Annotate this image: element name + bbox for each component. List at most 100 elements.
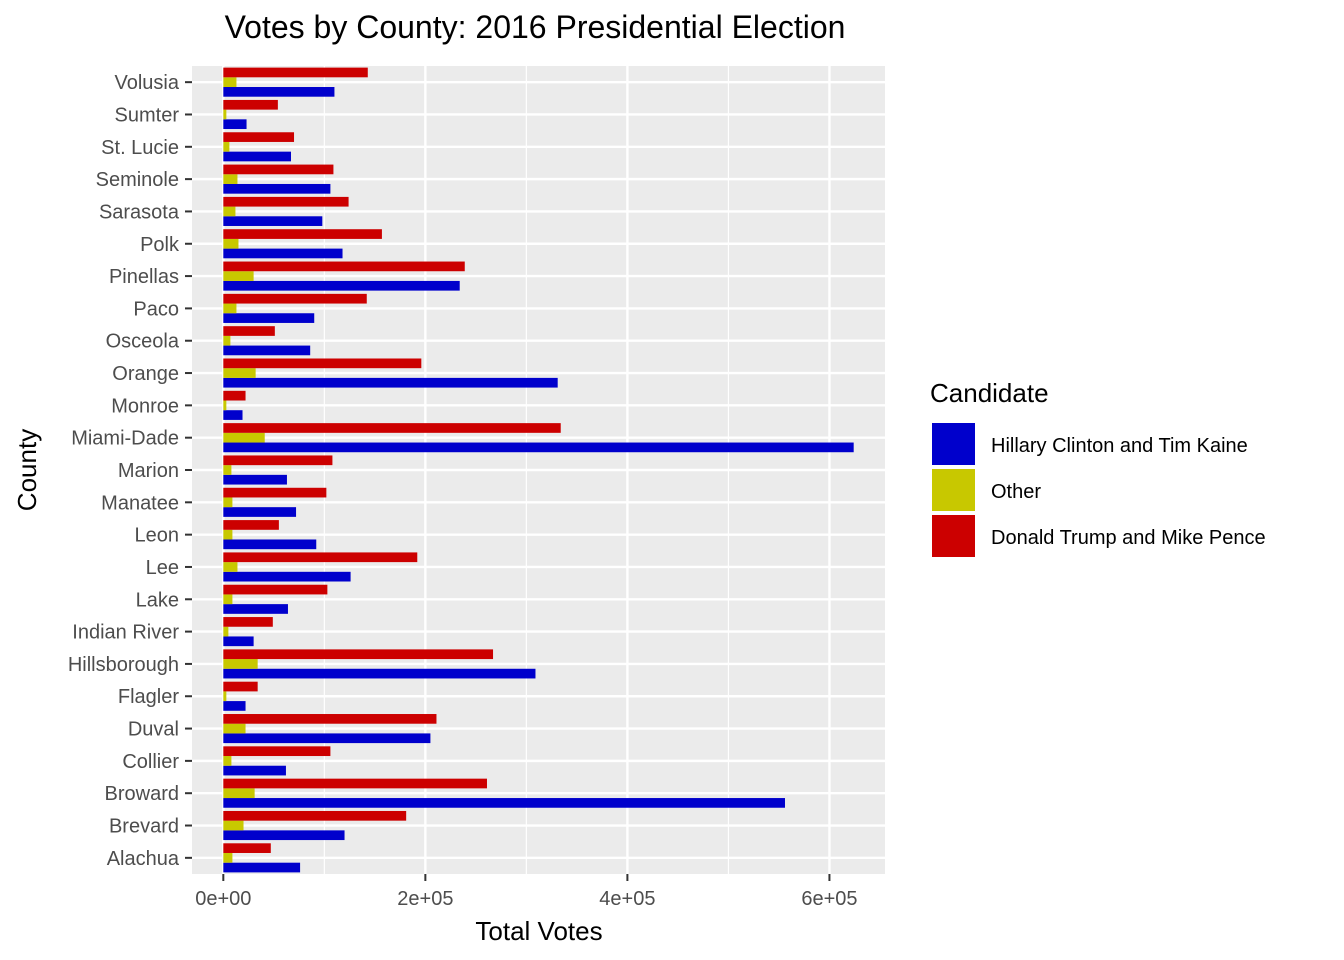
y-tick-label: Broward [105, 783, 179, 805]
bar-alachua-2 [223, 843, 271, 853]
bar-duval-1 [223, 723, 246, 734]
y-tick-label: Brevard [109, 816, 179, 838]
bar-marion-0 [223, 474, 287, 485]
y-tick-label: Pinellas [109, 266, 179, 288]
bar-hillsborough-2 [223, 649, 494, 660]
bar-brevard-1 [223, 820, 244, 831]
y-tick-label: Sumter [115, 104, 180, 126]
bar-polk-0 [223, 248, 343, 259]
legend: Candidate Hillary Clinton and Tim Kaine O… [930, 378, 1266, 557]
bar-duval-0 [223, 733, 431, 744]
y-tick-label: Lake [136, 589, 179, 611]
bar-broward-0 [223, 798, 785, 808]
bar-leon-0 [223, 539, 317, 550]
bar-polk-2 [223, 229, 382, 239]
y-tick-label: St. Lucie [101, 137, 179, 159]
y-tick-label: Seminole [96, 169, 179, 191]
legend-label: Donald Trump and Mike Pence [991, 527, 1266, 549]
bar-sumter-2 [223, 99, 278, 110]
bar-seminole-2 [223, 164, 334, 175]
y-tick-label: Duval [128, 719, 179, 741]
bar-collier-2 [223, 746, 331, 757]
bar-seminole-1 [223, 174, 238, 184]
bar-collier-0 [223, 765, 286, 776]
bar-miami-dade-1 [223, 432, 265, 443]
bar-monroe-0 [223, 410, 243, 420]
y-axis-title: County [12, 429, 42, 511]
y-tick-label: Miami-Dade [71, 428, 179, 450]
bar-lee-2 [223, 552, 418, 563]
bar-miami-dade-0 [223, 442, 854, 453]
bar-sumter-0 [223, 119, 247, 130]
x-tick-label: 6e+05 [801, 888, 857, 910]
bar-osceola-1 [223, 335, 231, 346]
bar-flagler-2 [223, 681, 258, 692]
bar-marion-1 [223, 465, 232, 475]
y-tick-label: Monroe [111, 395, 179, 417]
bar-st-lucie-2 [223, 132, 295, 142]
bar-duval-2 [223, 714, 437, 724]
bar-brevard-0 [223, 830, 345, 841]
bar-hillsborough-0 [223, 668, 536, 679]
y-tick-label: Marion [118, 460, 179, 482]
bar-polk-1 [223, 238, 239, 249]
bar-lee-1 [223, 562, 238, 572]
bar-lake-0 [223, 604, 288, 614]
legend-label: Hillary Clinton and Tim Kaine [991, 435, 1248, 457]
bar-pinellas-2 [223, 261, 465, 272]
bar-osceola-2 [223, 326, 275, 336]
bar-manatee-1 [223, 497, 233, 508]
bar-seminole-0 [223, 183, 331, 194]
y-tick-label: Indian River [72, 622, 179, 644]
legend-key [932, 469, 975, 511]
bar-volusia-0 [223, 87, 335, 97]
legend-label: Other [991, 481, 1041, 503]
bar-flagler-1 [223, 691, 227, 702]
bar-brevard-2 [223, 810, 407, 821]
bar-miami-dade-2 [223, 423, 561, 433]
bar-sarasota-1 [223, 206, 236, 217]
bar-monroe-1 [223, 400, 227, 411]
bar-hillsborough-1 [223, 659, 258, 669]
bar-pinellas-1 [223, 271, 254, 281]
bars [223, 67, 854, 873]
bar-orange-2 [223, 358, 422, 369]
y-tick-label: Orange [112, 363, 179, 385]
bar-paco-2 [223, 293, 367, 304]
bar-broward-2 [223, 778, 487, 789]
y-tick-label: Sarasota [99, 201, 180, 223]
x-tick-label: 2e+05 [397, 888, 453, 910]
y-tick-label: Polk [140, 234, 180, 256]
bar-st-lucie-0 [223, 151, 291, 162]
y-axis: Alachua Brevard Broward Collier Duval Flagler… [68, 72, 192, 870]
x-tick-label: 0e+00 [195, 888, 251, 910]
bar-alachua-0 [223, 862, 301, 873]
y-tick-label: Manatee [101, 492, 179, 514]
bar-monroe-2 [223, 390, 246, 401]
x-axis: 0e+00 2e+05 4e+05 6e+05 [195, 874, 858, 910]
bar-manatee-2 [223, 487, 327, 498]
y-tick-label: Flagler [118, 686, 179, 708]
bar-flagler-0 [223, 701, 246, 711]
bar-collier-1 [223, 756, 232, 766]
bar-paco-1 [223, 303, 237, 314]
y-tick-label: Hillsborough [68, 654, 179, 676]
bar-sumter-1 [223, 109, 227, 120]
legend-key [932, 515, 975, 557]
bar-sarasota-2 [223, 196, 349, 207]
bar-broward-1 [223, 788, 255, 799]
legend-title: Candidate [930, 378, 1049, 408]
bar-marion-2 [223, 455, 333, 466]
bar-indian-river-1 [223, 626, 229, 637]
bar-st-lucie-1 [223, 141, 230, 152]
bar-indian-river-2 [223, 617, 273, 627]
grid-lines [192, 66, 885, 874]
bar-leon-2 [223, 520, 279, 530]
y-tick-label: Alachua [107, 848, 180, 870]
bar-alachua-1 [223, 852, 233, 863]
y-tick-label: Lee [146, 557, 179, 579]
bar-indian-river-0 [223, 636, 254, 647]
x-tick-label: 4e+05 [599, 888, 655, 910]
bar-lake-1 [223, 594, 233, 605]
